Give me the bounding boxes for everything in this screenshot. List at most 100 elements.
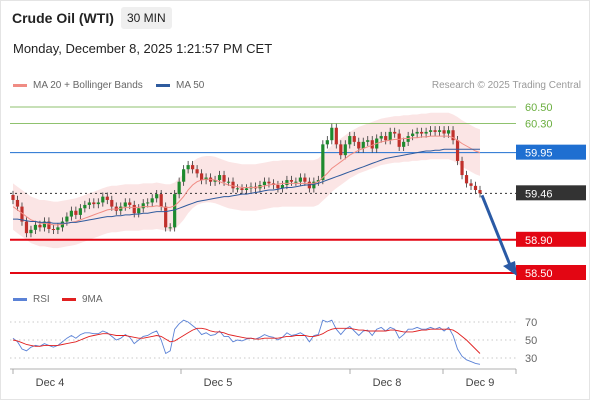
candle-body-94 (433, 130, 437, 132)
rsi-line (12, 319, 481, 365)
forecast-arrow-shaft (480, 194, 514, 271)
candle-body-0 (11, 194, 15, 200)
level-box-2 (516, 144, 586, 160)
legend-ma20: MA 20 + Bollinger Bands (13, 80, 143, 91)
legend-ma20-label: MA 20 + Bollinger Bands (33, 80, 143, 91)
candle-body-86 (397, 133, 401, 147)
candle-body-4 (29, 229, 33, 234)
candle-body-30 (146, 202, 150, 204)
candle-body-52 (244, 188, 249, 190)
candle-body-56 (262, 181, 267, 186)
candle-body-67 (312, 181, 316, 189)
candle-body-12 (65, 216, 69, 222)
candle-body-45 (213, 180, 217, 182)
legend-ma50-label: MA 50 (176, 80, 205, 91)
candle-body-39 (186, 165, 190, 170)
x-tick-label-0: Dec 4 (36, 377, 65, 389)
candle-body-46 (217, 175, 222, 181)
candle-body-60 (280, 185, 285, 189)
candle-body-101 (464, 175, 469, 184)
forecast-arrow-head (503, 261, 517, 276)
ma50-line (13, 148, 480, 224)
rsi-swatch (13, 298, 27, 301)
candle-body-63 (294, 181, 298, 183)
candle-body-48 (226, 181, 231, 183)
level-label-4: 58.90 (525, 235, 553, 247)
candle-body-83 (384, 136, 388, 141)
legend-rsi: RSI (13, 294, 50, 305)
candle-body-19 (96, 202, 100, 205)
candle-body-59 (276, 185, 280, 189)
candle-body-37 (177, 181, 181, 195)
rsi-tick-0: 70 (525, 317, 537, 329)
candle-body-3 (24, 221, 29, 234)
candle-body-76 (352, 136, 356, 142)
candle-body-17 (87, 202, 91, 205)
ma20-swatch (13, 84, 27, 87)
candle-body-70 (325, 140, 329, 145)
timeframe-button[interactable]: 30 MIN (121, 7, 172, 29)
candle-body-97 (446, 130, 451, 134)
candle-body-7 (42, 221, 47, 228)
candle-body-21 (105, 196, 109, 200)
candle-body-18 (92, 202, 96, 205)
candle-body-99 (455, 140, 460, 161)
rsi-ma9-line (12, 327, 481, 354)
candle-body-1 (15, 199, 20, 207)
candle-body-41 (195, 169, 199, 174)
candle-body-57 (267, 181, 271, 184)
candle-body-91 (420, 131, 424, 134)
level-box-4 (516, 231, 586, 247)
timestamp: Monday, December 8, 2025 1:21:57 PM CET (13, 41, 273, 56)
rsi-tick-2: 30 (525, 353, 537, 365)
ma9-swatch (62, 298, 76, 301)
candle-body-29 (141, 203, 145, 209)
candle-body-26 (128, 202, 132, 205)
candle-body-40 (191, 165, 195, 170)
candle-body-22 (110, 199, 114, 207)
candle-body-16 (83, 204, 87, 209)
candle-body-98 (451, 130, 455, 141)
candle-body-69 (321, 144, 325, 181)
candle-body-87 (402, 141, 406, 147)
candle-body-34 (164, 206, 168, 228)
candle-body-51 (240, 188, 244, 190)
candle-body-96 (442, 130, 446, 134)
level-label-1: 60.30 (525, 119, 553, 131)
ma20-line (12, 135, 481, 226)
candle-body-74 (343, 144, 347, 156)
candle-body-85 (393, 131, 397, 134)
candle-body-72 (334, 127, 338, 145)
instrument-title: Crude Oil (WTI) (12, 10, 114, 26)
candle-body-27 (132, 204, 136, 214)
candle-body-36 (173, 194, 177, 228)
candle-body-77 (357, 141, 361, 149)
candle-body-62 (289, 180, 294, 182)
candle-body-47 (222, 175, 226, 182)
candle-body-100 (460, 160, 464, 176)
candle-body-15 (78, 208, 82, 215)
level-box-5 (516, 265, 586, 280)
level-label-0: 60.50 (525, 102, 553, 114)
candle-body-104 (478, 190, 482, 194)
level-label-2: 59.95 (525, 148, 553, 160)
candle-body-42 (199, 173, 204, 181)
candle-body-103 (473, 185, 478, 190)
ma50-swatch (156, 84, 170, 87)
candle-body-92 (424, 131, 428, 134)
candle-body-5 (33, 224, 38, 230)
candle-body-13 (69, 210, 73, 217)
candle-body-80 (370, 140, 374, 149)
candle-body-25 (123, 202, 127, 207)
candle-body-89 (411, 133, 415, 137)
candle-body-28 (137, 208, 141, 214)
legend-9ma-label: 9MA (82, 294, 103, 305)
candle-body-95 (437, 130, 442, 132)
candle-body-61 (285, 180, 289, 186)
candle-body-9 (51, 229, 56, 231)
legend-9ma: 9MA (62, 294, 103, 305)
candle-body-50 (235, 188, 240, 190)
candle-body-33 (159, 194, 163, 207)
candle-body-31 (150, 198, 154, 203)
